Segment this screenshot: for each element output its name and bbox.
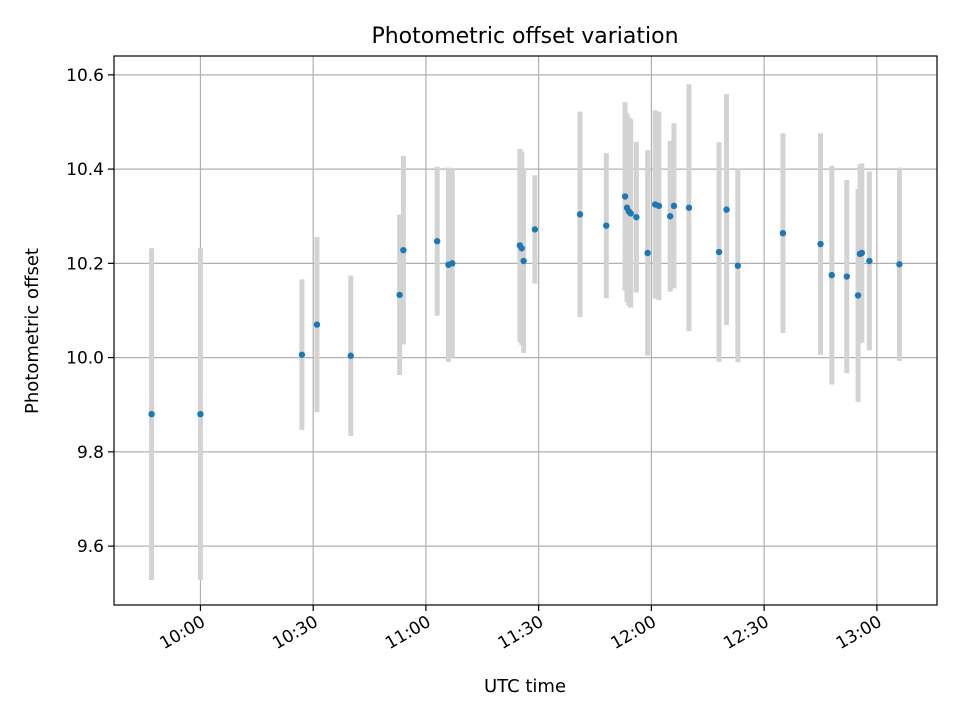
data-point [670, 202, 678, 210]
x-tick-label: 10:30 [269, 612, 321, 654]
y-axis-label: Photometric offset [22, 248, 43, 414]
data-point [627, 210, 634, 217]
data-point [449, 260, 456, 267]
data-point [576, 211, 584, 218]
x-tick-label: 12:30 [720, 612, 772, 654]
data-point [644, 249, 651, 257]
data-point [400, 246, 407, 254]
data-point [347, 352, 354, 359]
data-point [298, 351, 306, 358]
data-point [396, 291, 403, 299]
data-point [520, 257, 527, 265]
x-tick-label: 10:00 [156, 612, 208, 654]
y-axis-ticks: 9.6 9.8 10.0 10.2 10.4 10.6 [66, 66, 114, 557]
data-point [621, 193, 629, 200]
data-point [723, 206, 730, 213]
x-tick-label: 13:00 [833, 612, 885, 654]
chart-title: Photometric offset variation [371, 24, 678, 49]
data-point [655, 202, 663, 210]
data-point [518, 245, 525, 252]
x-tick-label: 12:00 [607, 612, 659, 654]
y-tick-label: 9.6 [77, 537, 104, 557]
data-point [633, 213, 640, 221]
data-point [817, 240, 824, 248]
data-points [148, 193, 903, 418]
data-point [858, 249, 866, 257]
y-tick-label: 10.4 [66, 160, 104, 180]
x-tick-label: 11:00 [382, 612, 434, 654]
data-point [734, 262, 742, 269]
data-point [779, 229, 787, 237]
y-tick-label: 10.0 [66, 349, 104, 369]
data-point [666, 213, 674, 220]
data-point [148, 410, 155, 418]
data-point [866, 257, 873, 265]
x-tick-label: 11:30 [495, 612, 547, 654]
data-point [896, 261, 903, 268]
data-point [433, 237, 441, 245]
y-tick-label: 10.6 [66, 66, 104, 86]
y-tick-label: 9.8 [77, 443, 104, 463]
plot-frame [113, 55, 938, 606]
data-point [685, 204, 693, 211]
data-point [197, 410, 204, 418]
y-tick-label: 10.2 [66, 254, 104, 274]
data-point [828, 271, 835, 279]
error-bars [149, 84, 902, 581]
x-axis-ticks: 10:00 10:30 11:00 11:30 12:00 12:30 13:00 [156, 605, 885, 654]
data-point [843, 273, 851, 280]
grid-layer [114, 56, 937, 605]
data-point [603, 222, 610, 229]
data-point [854, 292, 862, 299]
x-axis-label: UTC time [484, 676, 566, 697]
data-point [313, 321, 321, 328]
data-point [715, 248, 723, 256]
data-point [531, 226, 539, 233]
